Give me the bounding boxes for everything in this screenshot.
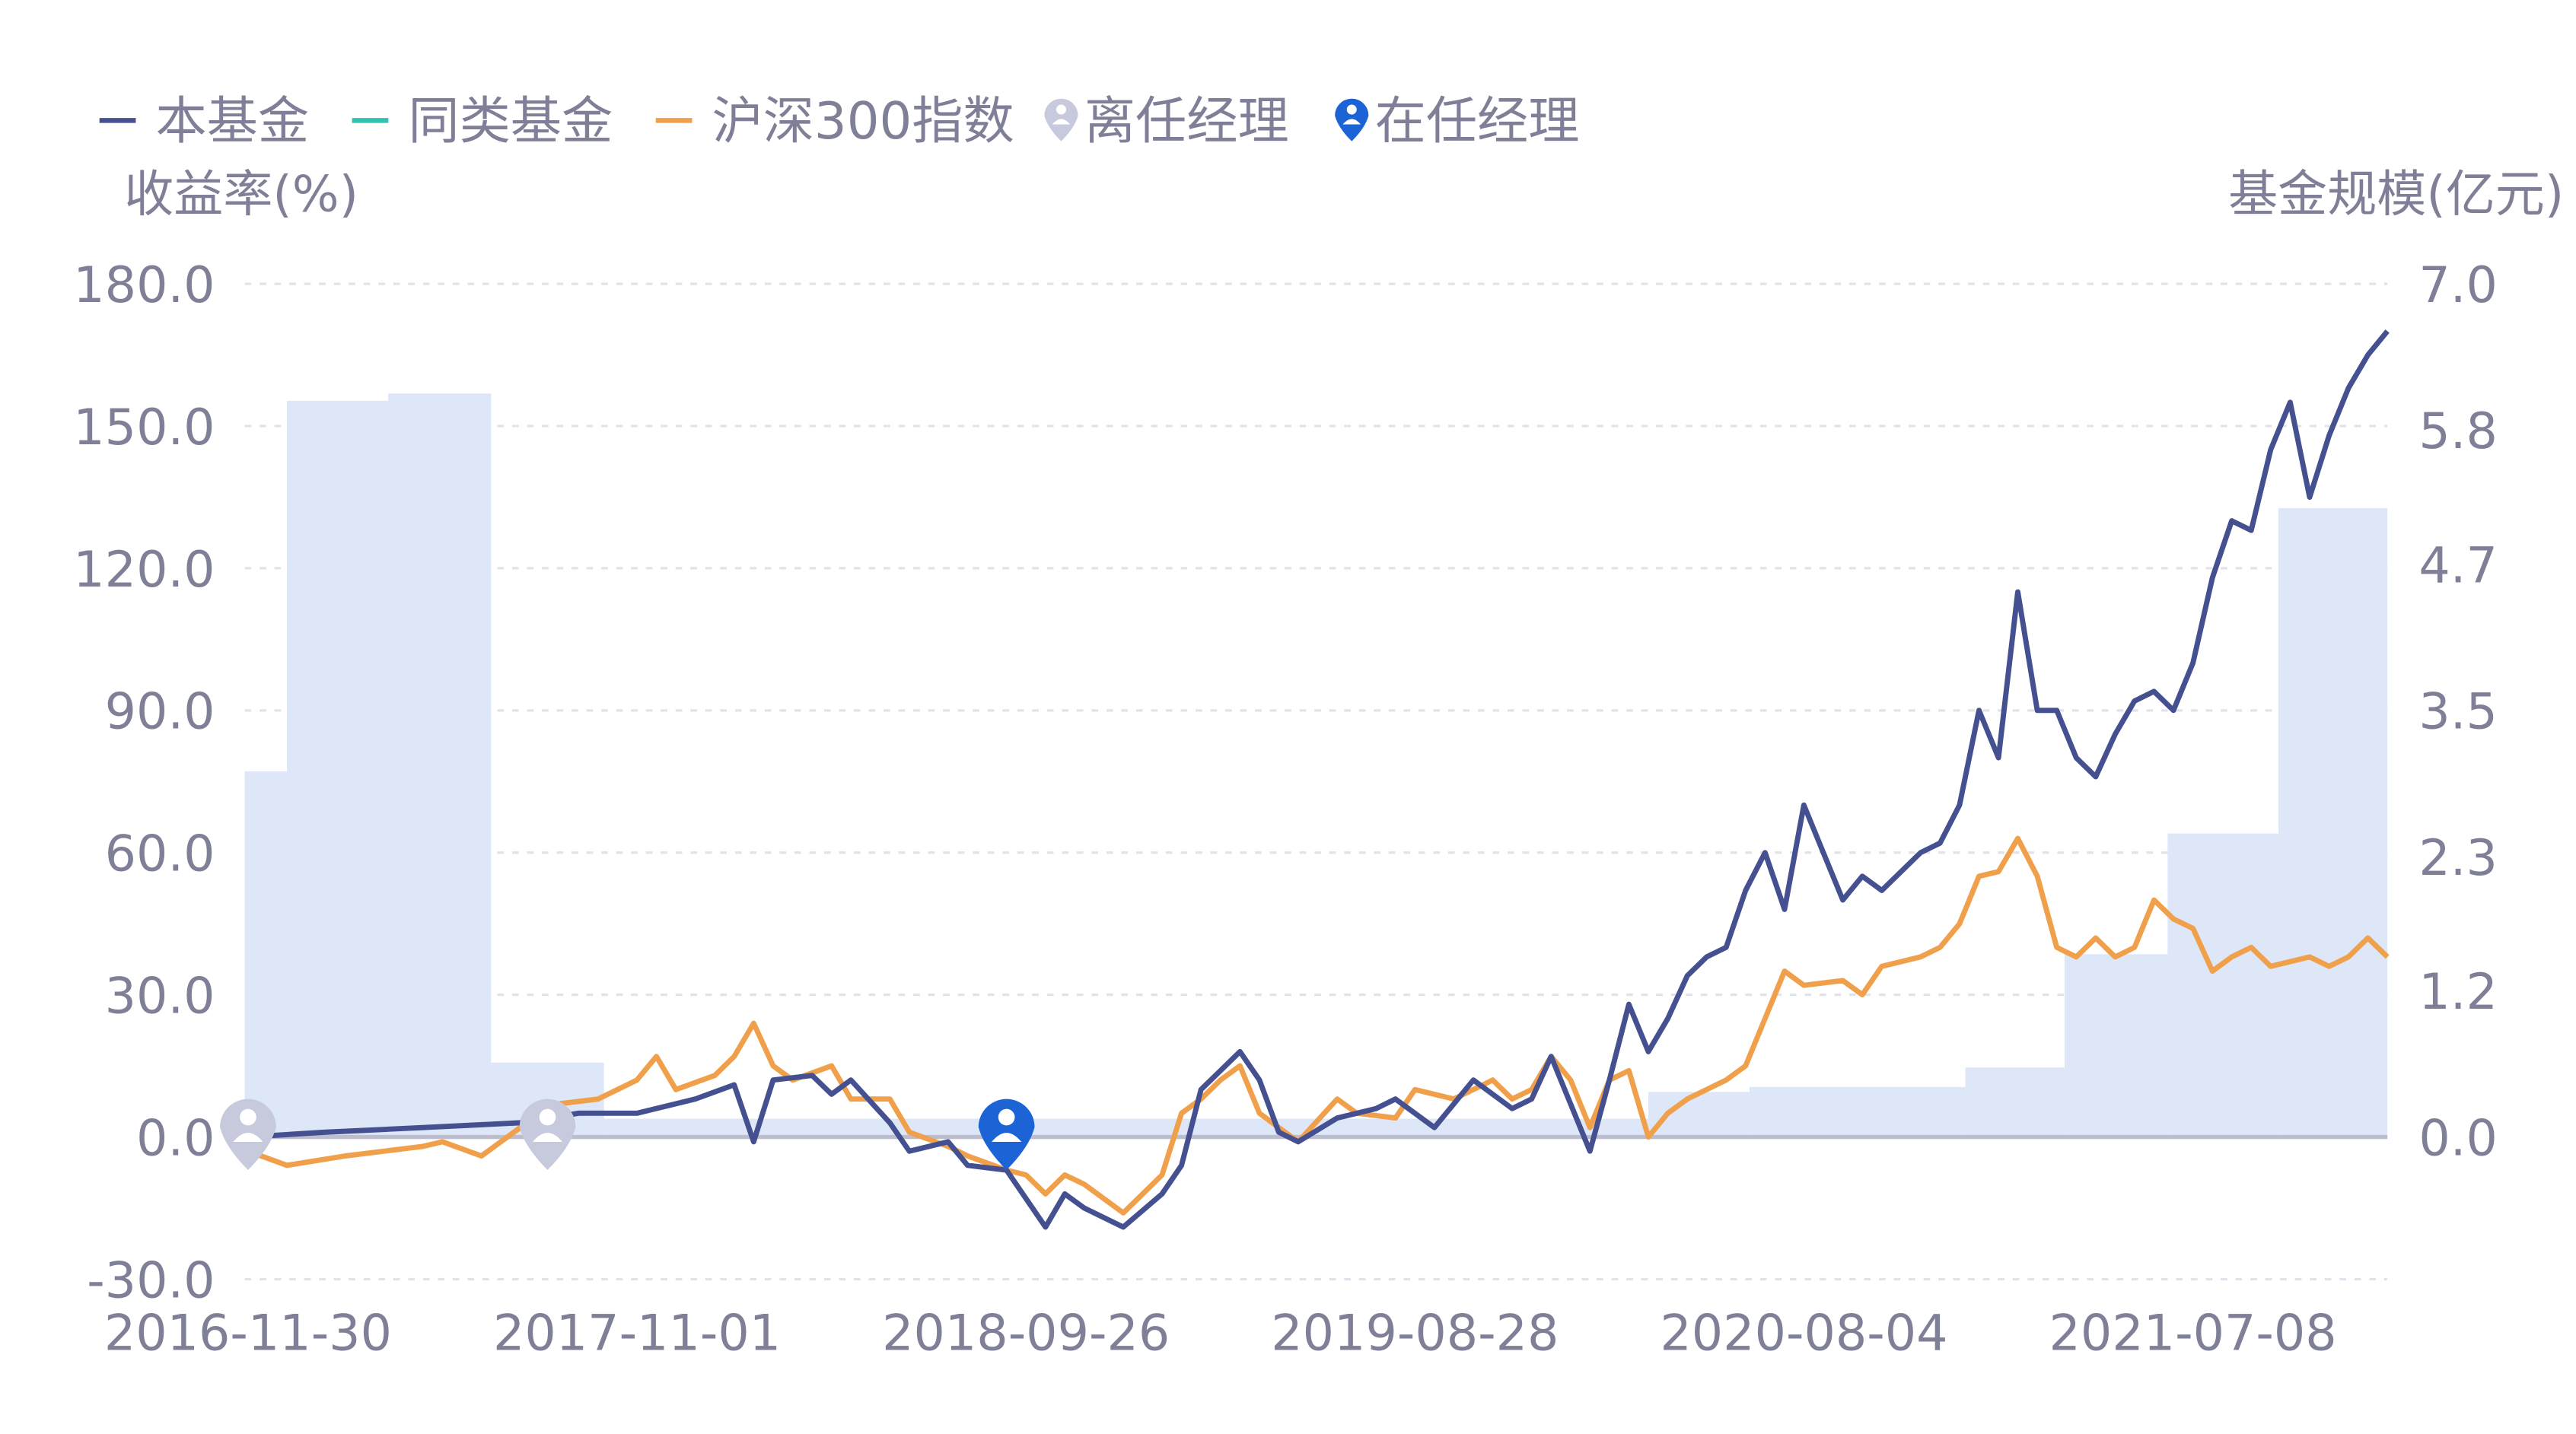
person-icon xyxy=(539,1108,556,1126)
x-tick-label: 2021-07-08 xyxy=(2049,1305,2337,1362)
legend-item[interactable]: 本基金 xyxy=(99,91,309,151)
y-tick-label-left: 0.0 xyxy=(136,1110,215,1167)
y-tick-label-left: -30.0 xyxy=(87,1252,215,1309)
legend-item[interactable]: 同类基金 xyxy=(352,91,613,151)
y-tick-label-right: 7.0 xyxy=(2418,257,2497,314)
fund-size-bar xyxy=(1965,1067,2065,1137)
person-icon xyxy=(998,1108,1015,1126)
manager-marker[interactable] xyxy=(220,1099,276,1170)
person-icon xyxy=(1056,104,1066,115)
series-line-fund xyxy=(247,329,2390,1230)
person-icon xyxy=(1346,104,1357,115)
right-axis-title: 基金规模(亿元) xyxy=(2228,167,2564,224)
fund-size-bar xyxy=(2167,833,2279,1137)
legend-marker-icon[interactable] xyxy=(1335,98,1369,141)
legend: 本基金 同类基金 沪深300指数 离任经理 在任经理 xyxy=(99,91,1580,151)
fund-size-bars xyxy=(244,393,2388,1137)
fund-size-bar xyxy=(287,400,388,1137)
person-icon xyxy=(240,1108,256,1126)
legend-marker-icon[interactable] xyxy=(1044,98,1078,141)
person-body-icon xyxy=(233,1133,263,1143)
y-tick-label-left: 90.0 xyxy=(105,684,215,741)
right-axis-ticks: 0.0 1.2 2.3 3.5 4.7 5.8 7.0 xyxy=(2418,257,2497,1167)
x-tick-label: 2019-08-28 xyxy=(1271,1305,1559,1362)
legend-label: 同类基金 xyxy=(408,91,613,151)
x-tick-label: 2020-08-04 xyxy=(1660,1305,1947,1362)
manager-marker[interactable] xyxy=(519,1099,576,1170)
x-axis-ticks: 2016-11-30 2017-11-01 2018-09-26 2019-08-28… xyxy=(104,1305,2337,1362)
y-tick-label-right: 0.0 xyxy=(2418,1110,2497,1167)
y-tick-label-left: 150.0 xyxy=(73,399,215,456)
manager-markers xyxy=(220,1099,1035,1170)
person-body-icon xyxy=(532,1133,563,1143)
fund-size-bar xyxy=(2064,954,2168,1137)
x-tick-label: 2016-11-30 xyxy=(104,1305,392,1362)
series-lines xyxy=(247,329,2390,1230)
person-body-icon xyxy=(992,1133,1022,1143)
y-tick-label-right: 4.7 xyxy=(2418,537,2497,594)
y-tick-label-left: 30.0 xyxy=(105,968,215,1025)
left-axis-ticks: -30.0 0.0 30.0 60.0 90.0 120.0 150.0 180.0 xyxy=(73,257,215,1309)
legend-label: 沪深300指数 xyxy=(712,91,1014,151)
y-tick-label-right: 3.5 xyxy=(2418,684,2497,741)
x-tick-label: 2018-09-26 xyxy=(882,1305,1170,1362)
person-body-icon xyxy=(1052,119,1071,125)
fund-size-bar xyxy=(387,393,492,1137)
fund-size-bar xyxy=(1749,1086,1966,1137)
person-body-icon xyxy=(1342,119,1361,125)
left-axis-title: 收益率(%) xyxy=(124,167,358,224)
y-tick-label-left: 120.0 xyxy=(73,542,215,599)
y-tick-label-right: 2.3 xyxy=(2418,830,2497,887)
y-tick-label-left: 180.0 xyxy=(73,257,215,314)
fund-size-bar xyxy=(2278,507,2388,1137)
manager-marker[interactable] xyxy=(978,1099,1035,1170)
legend-item[interactable]: 离任经理 xyxy=(1044,91,1289,151)
y-tick-label-left: 60.0 xyxy=(105,826,215,883)
fund-size-bar xyxy=(603,1118,1649,1137)
legend-label: 本基金 xyxy=(155,91,309,151)
gridlines xyxy=(244,282,2388,1281)
series-line-hs300 xyxy=(247,835,2390,1216)
legend-label: 离任经理 xyxy=(1084,91,1289,151)
legend-label: 在任经理 xyxy=(1375,91,1580,151)
fund-size-bar xyxy=(244,771,288,1137)
legend-item[interactable]: 在任经理 xyxy=(1335,91,1580,151)
y-tick-label-right: 5.8 xyxy=(2418,403,2497,460)
y-tick-label-right: 1.2 xyxy=(2418,964,2497,1021)
x-tick-label: 2017-11-01 xyxy=(493,1305,781,1362)
legend-item[interactable]: 沪深300指数 xyxy=(655,91,1014,151)
